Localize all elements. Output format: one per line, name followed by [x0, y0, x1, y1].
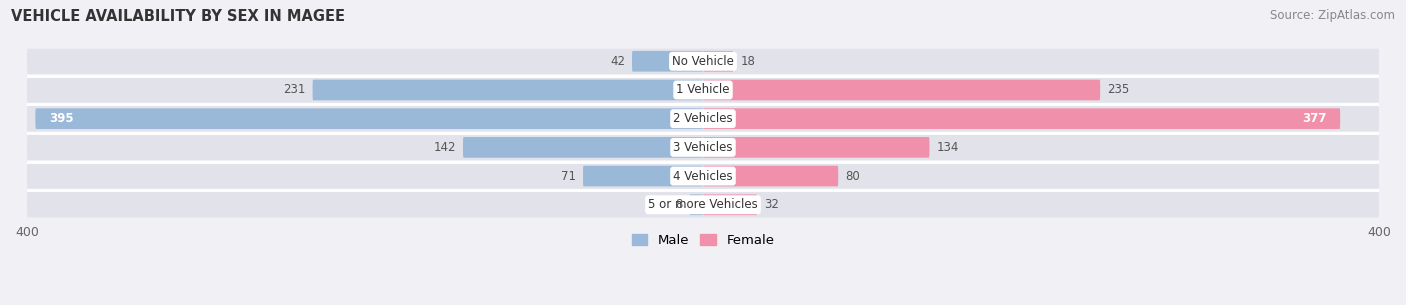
FancyBboxPatch shape: [27, 192, 1379, 217]
Text: VEHICLE AVAILABILITY BY SEX IN MAGEE: VEHICLE AVAILABILITY BY SEX IN MAGEE: [11, 9, 346, 24]
FancyBboxPatch shape: [27, 163, 1379, 189]
FancyBboxPatch shape: [312, 80, 703, 100]
Text: 1 Vehicle: 1 Vehicle: [676, 84, 730, 96]
Text: 5 or more Vehicles: 5 or more Vehicles: [648, 198, 758, 211]
FancyBboxPatch shape: [689, 194, 703, 215]
FancyBboxPatch shape: [35, 108, 703, 129]
Text: 42: 42: [610, 55, 626, 68]
FancyBboxPatch shape: [583, 166, 703, 186]
Text: 8: 8: [675, 198, 683, 211]
Text: 2 Vehicles: 2 Vehicles: [673, 112, 733, 125]
Text: 32: 32: [763, 198, 779, 211]
Text: 3 Vehicles: 3 Vehicles: [673, 141, 733, 154]
Text: 235: 235: [1107, 84, 1129, 96]
Text: 80: 80: [845, 170, 859, 183]
FancyBboxPatch shape: [27, 135, 1379, 160]
FancyBboxPatch shape: [27, 106, 1379, 131]
Text: 71: 71: [561, 170, 576, 183]
Text: 231: 231: [284, 84, 307, 96]
FancyBboxPatch shape: [703, 166, 838, 186]
FancyBboxPatch shape: [27, 77, 1379, 102]
Text: 395: 395: [49, 112, 73, 125]
FancyBboxPatch shape: [703, 108, 1340, 129]
Text: No Vehicle: No Vehicle: [672, 55, 734, 68]
Legend: Male, Female: Male, Female: [626, 229, 780, 253]
Text: 18: 18: [740, 55, 755, 68]
FancyBboxPatch shape: [703, 137, 929, 158]
FancyBboxPatch shape: [463, 137, 703, 158]
FancyBboxPatch shape: [633, 51, 703, 72]
Text: 377: 377: [1302, 112, 1327, 125]
Text: Source: ZipAtlas.com: Source: ZipAtlas.com: [1270, 9, 1395, 22]
FancyBboxPatch shape: [27, 49, 1379, 74]
Text: 142: 142: [433, 141, 456, 154]
FancyBboxPatch shape: [703, 194, 756, 215]
FancyBboxPatch shape: [703, 51, 734, 72]
Text: 4 Vehicles: 4 Vehicles: [673, 170, 733, 183]
Text: 134: 134: [936, 141, 959, 154]
FancyBboxPatch shape: [703, 80, 1099, 100]
